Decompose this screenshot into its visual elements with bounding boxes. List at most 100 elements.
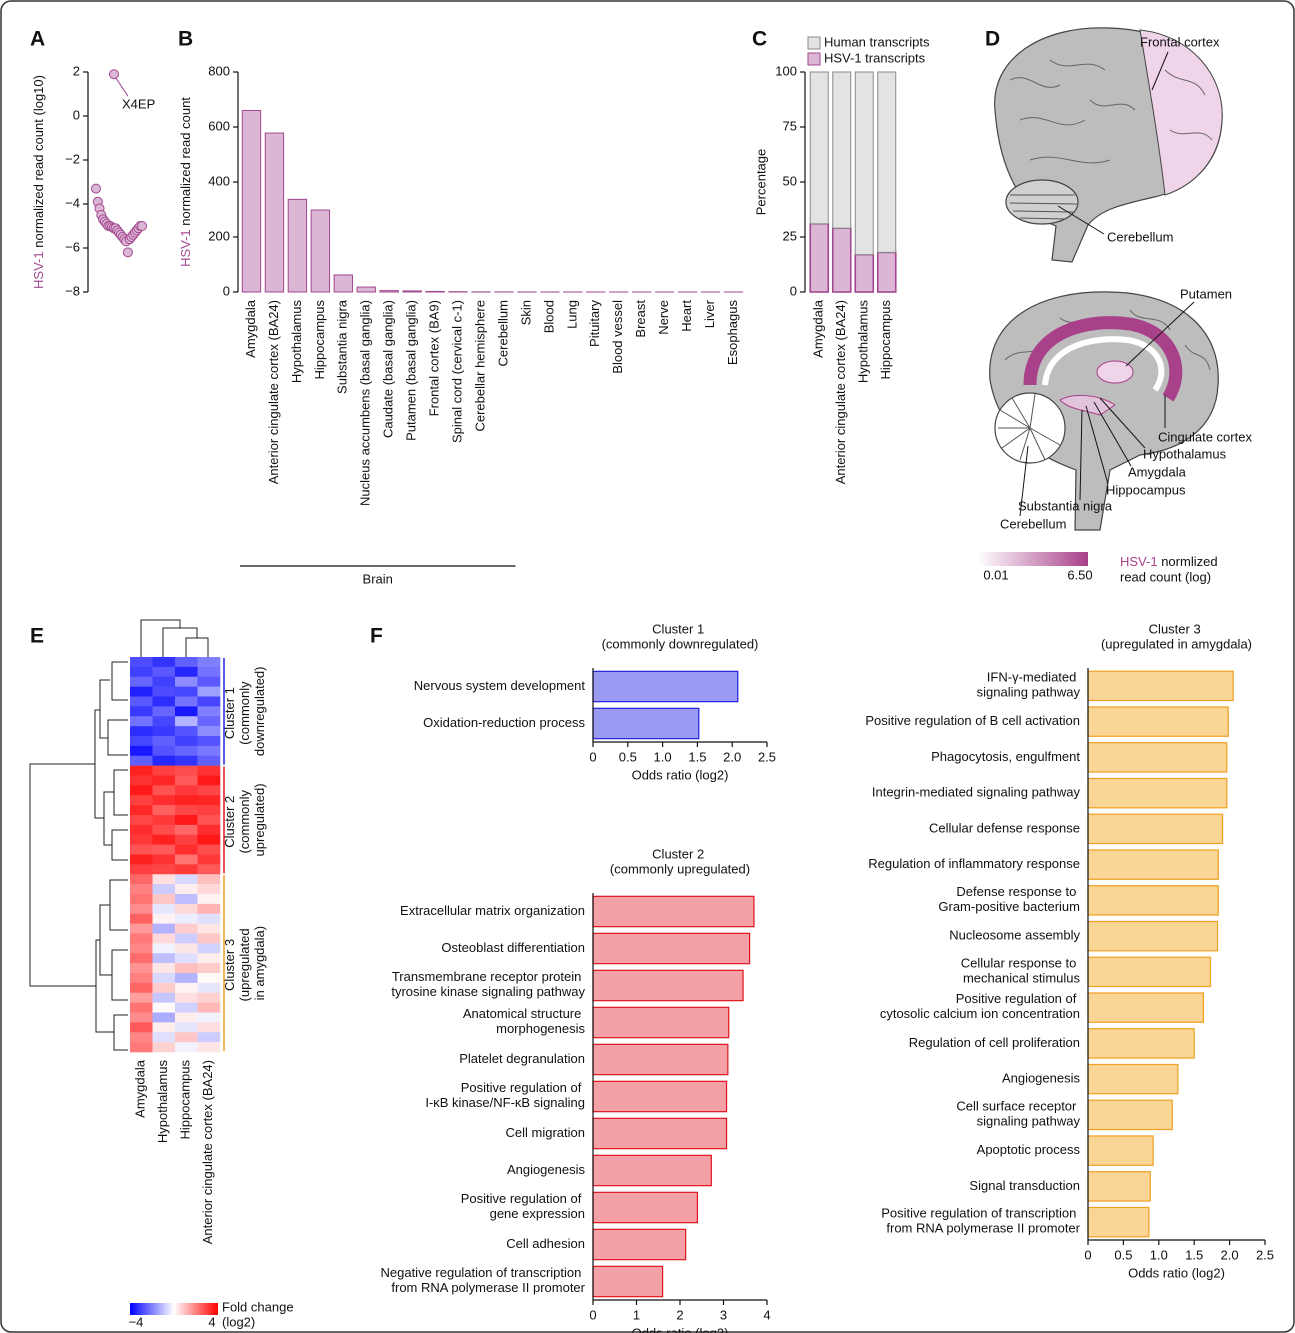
- heat-cell: [130, 686, 153, 697]
- panel-letter: C: [752, 28, 767, 51]
- heat-cell: [152, 913, 176, 924]
- heat-cell: [197, 992, 221, 1003]
- y-tick-label: Cell migration: [506, 1125, 585, 1140]
- bar-segment: [876, 251, 897, 293]
- y-tick-label: 100: [775, 63, 797, 78]
- heat-cell: [197, 982, 221, 994]
- heat-cell: [197, 894, 221, 905]
- bar: [356, 286, 376, 293]
- legend-label: HSV-1 transcripts: [824, 50, 926, 65]
- heat-cell: [152, 982, 176, 994]
- heat-cell: [152, 933, 176, 944]
- heat-cell: [175, 666, 198, 678]
- colorbar: [130, 1303, 218, 1315]
- bar: [592, 1154, 712, 1187]
- heat-cell: [152, 676, 176, 687]
- heat-cell: [197, 706, 221, 717]
- bar: [592, 1228, 687, 1261]
- colorbar-label: Fold change (log2): [222, 1300, 297, 1330]
- x-tick-label: 1.5: [1185, 1247, 1203, 1262]
- heat-cell: [197, 795, 221, 806]
- heat-cell: [197, 1022, 221, 1033]
- heat-cell: [152, 1022, 176, 1033]
- heat-cell: [197, 874, 221, 885]
- heat-cell: [197, 973, 221, 984]
- y-tick-label: 75: [783, 118, 797, 133]
- heat-cell: [175, 716, 198, 727]
- x-tick-label: 3: [720, 1307, 727, 1322]
- bar: [310, 209, 331, 293]
- heat-cell: [175, 933, 198, 944]
- bar: [592, 670, 739, 703]
- bar-segment: [877, 71, 897, 253]
- heat-cell: [130, 815, 153, 826]
- y-tick-label: Nucleosome assembly: [949, 928, 1080, 943]
- label-highlight: HSV-1: [178, 229, 193, 267]
- x-tick-label: Liver: [702, 299, 717, 328]
- heat-cell: [130, 874, 153, 885]
- heat-cell: [197, 844, 221, 855]
- heat-cell: [130, 834, 153, 845]
- bar-segment: [809, 223, 830, 293]
- y-tick-label: IFN-γ-mediated signaling pathway: [977, 670, 1081, 700]
- heat-cell: [197, 765, 221, 776]
- x-tick-label: 2.0: [1221, 1247, 1239, 1262]
- y-tick-label: Anatomical structure morphogenesis: [463, 1006, 586, 1036]
- heat-cell: [152, 726, 176, 737]
- point: [109, 69, 119, 80]
- column-label: Hypothalamus: [155, 1060, 170, 1144]
- heat-cell: [175, 686, 198, 697]
- column-label: Hippocampus: [178, 1060, 193, 1140]
- heat-cell: [175, 864, 198, 875]
- heat-cell: [197, 775, 221, 786]
- heat-cell: [152, 1032, 176, 1043]
- heat-cell: [175, 923, 198, 934]
- bar-segment: [854, 253, 875, 293]
- y-tick-label: Negative regulation of transcription fro…: [380, 1265, 585, 1295]
- colorbar-tick-label: 4: [208, 1314, 215, 1329]
- y-tick-label: 200: [208, 228, 230, 243]
- bar-segment: [832, 71, 852, 229]
- heat-cell: [175, 657, 198, 668]
- bar: [287, 198, 308, 293]
- y-tick-label: Signal transduction: [969, 1178, 1080, 1193]
- heat-cell: [197, 1032, 221, 1043]
- y-tick-label: 2: [73, 63, 80, 78]
- column-label: Amygdala: [133, 1059, 148, 1118]
- x-tick-label: Amygdala: [243, 299, 258, 358]
- heat-cell: [130, 894, 153, 905]
- x-tick-label: 2.5: [1256, 1247, 1274, 1262]
- bar: [333, 274, 353, 293]
- heat-cell: [130, 1022, 153, 1033]
- label-text: normlized: [1161, 554, 1217, 569]
- y-tick-label: 25: [783, 228, 797, 243]
- bar: [1087, 1063, 1179, 1095]
- heat-cell: [175, 834, 198, 845]
- x-tick-label: Hypothalamus: [856, 300, 871, 384]
- heat-cell: [152, 716, 176, 727]
- x-tick-label: 0.5: [619, 749, 637, 764]
- column-label: Anterior cingulate cortex (BA24): [200, 1060, 215, 1244]
- heat-cell: [152, 963, 176, 974]
- heat-cell: [130, 666, 153, 678]
- heat-cell: [175, 854, 198, 865]
- heat-cell: [152, 992, 176, 1003]
- y-axis-label: HSV-1 normalized read count (log10): [31, 75, 46, 289]
- heat-cell: [152, 686, 176, 697]
- heat-cell: [175, 676, 198, 687]
- heat-cell: [130, 676, 153, 687]
- panel-letter: A: [30, 28, 45, 51]
- heat-cell: [130, 805, 153, 816]
- heat-cell: [175, 755, 198, 766]
- x-tick-label: 2.0: [723, 749, 741, 764]
- x-tick-label: Skin: [518, 300, 533, 325]
- heat-cell: [175, 874, 198, 885]
- x-tick-label: 2: [676, 1307, 683, 1322]
- heat-cell: [130, 963, 153, 974]
- region-label: Frontal cortex: [1140, 34, 1220, 49]
- heat-cell: [175, 824, 198, 836]
- heat-cell: [130, 795, 153, 806]
- panel-letter: D: [985, 28, 1000, 51]
- colorbar: [978, 552, 1088, 566]
- point: [122, 247, 133, 258]
